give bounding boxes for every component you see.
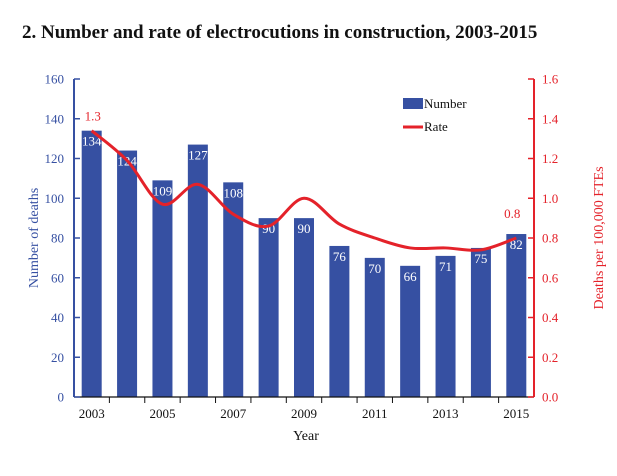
- bar-label-2009: 90: [298, 221, 311, 236]
- bar-2005: [152, 180, 173, 397]
- y-tick-label: 40: [51, 310, 64, 325]
- y-tick-label: 100: [45, 191, 65, 206]
- y-tick-label: 20: [51, 350, 64, 365]
- y2-tick-label: 0.6: [542, 270, 559, 285]
- legend-number-label: Number: [424, 96, 467, 111]
- bar-2008: [258, 218, 279, 397]
- x-tick-label: 2003: [79, 406, 105, 421]
- bar-2015: [506, 234, 527, 397]
- bar-label-2006: 127: [188, 148, 208, 163]
- rate-line-layer: 1.3 0.8: [85, 109, 520, 252]
- bar-label-2007: 108: [223, 185, 243, 200]
- y2-tick-label: 0.8: [542, 231, 558, 246]
- y2-tick-label: 1.6: [542, 72, 559, 87]
- x-tick-label: 2005: [149, 406, 175, 421]
- bar-2003: [81, 130, 102, 398]
- y-axis-label: Number of deaths: [27, 188, 42, 288]
- rate-annotation-2015: 0.8: [504, 206, 520, 221]
- ticks-layer: 0 20 40 60 80 100 120 140 160 0.0 0.2 0.4 0.6 0.8 1.0 1…: [45, 72, 559, 422]
- bar-label-2012: 66: [404, 269, 418, 284]
- bar-2007: [223, 182, 244, 397]
- x-tick-label: 2009: [291, 406, 317, 421]
- y-tick-label: 160: [45, 72, 65, 87]
- bar-2011: [364, 257, 385, 397]
- y2-tick-label: 1.0: [542, 191, 558, 206]
- y2-tick-label: 0.0: [542, 390, 558, 405]
- bar-label-2011: 70: [368, 261, 381, 276]
- y2-tick-label: 1.2: [542, 151, 558, 166]
- bar-2009: [294, 218, 314, 397]
- bar-2004: [117, 150, 138, 397]
- bar-2013: [435, 255, 456, 397]
- legend-number-swatch: [403, 98, 423, 109]
- bar-label-2003: 134: [82, 134, 102, 149]
- chart-title: 2. Number and rate of electrocutions in …: [22, 22, 537, 43]
- bar-2014: [470, 247, 491, 397]
- legend-rate-label: Rate: [424, 119, 448, 134]
- x-tick-label: 2015: [503, 406, 529, 421]
- x-tick-label: 2007: [220, 406, 247, 421]
- y-tick-label: 80: [51, 231, 64, 246]
- y2-tick-label: 0.2: [542, 350, 558, 365]
- bar-label-2010: 76: [333, 249, 347, 264]
- bar-label-2014: 75: [474, 251, 487, 266]
- y2-tick-label: 1.4: [542, 111, 559, 126]
- y2-tick-label: 0.4: [542, 310, 559, 325]
- y-tick-label: 120: [45, 151, 65, 166]
- y-tick-label: 140: [45, 111, 65, 126]
- x-axis-label: Year: [293, 429, 319, 444]
- x-tick-label: 2011: [362, 406, 388, 421]
- rate-annotation-2003: 1.3: [85, 109, 101, 124]
- bar-label-2013: 71: [439, 259, 452, 274]
- rate-line: [90, 129, 517, 252]
- bar-label-2005: 109: [153, 183, 173, 198]
- bar-2012: [400, 265, 421, 397]
- legend: Number Rate: [403, 96, 467, 134]
- y2-axis-label: Deaths per 100,000 FTEs: [592, 166, 607, 309]
- bar-2010: [329, 245, 350, 397]
- x-tick-label: 2013: [433, 406, 459, 421]
- bars-layer: [81, 130, 527, 398]
- y-tick-label: 60: [51, 270, 64, 285]
- y-tick-label: 0: [58, 390, 65, 405]
- bar-2006: [187, 144, 208, 397]
